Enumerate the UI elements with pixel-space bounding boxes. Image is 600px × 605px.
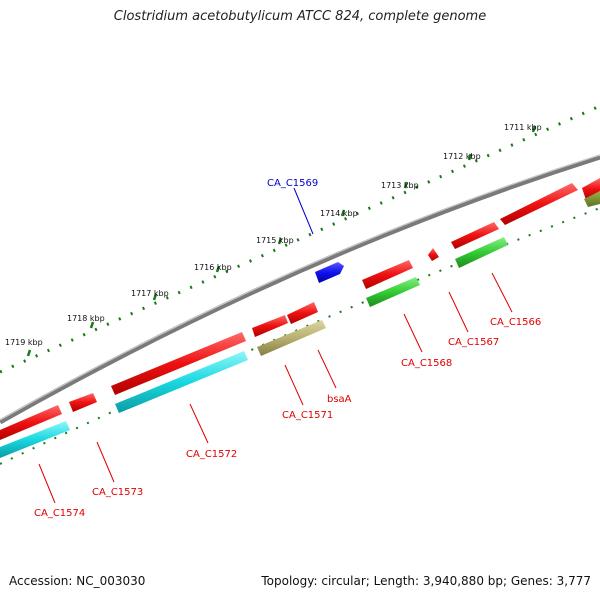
cds-feature-olive-dark[interactable] xyxy=(584,191,600,207)
gene-label-CA_C1572[interactable]: CA_C1572 xyxy=(186,449,237,460)
gene-label-CA_C1568[interactable]: CA_C1568 xyxy=(401,358,452,369)
cds-feature-CA_C1571[interactable] xyxy=(252,315,288,337)
gene-label-CA_C1574[interactable]: CA_C1574 xyxy=(34,508,85,519)
tick-label-1711: 1711 kbp xyxy=(504,123,542,132)
cds-feature-olive-bsaA[interactable] xyxy=(257,320,326,356)
gene-label-CA_C1567[interactable]: CA_C1567 xyxy=(448,337,499,348)
cds-feature-CA_C1567b[interactable] xyxy=(428,248,439,261)
genome-backbone-highlight xyxy=(0,154,600,421)
cds-feature-cyan-1572[interactable] xyxy=(115,351,248,413)
kbp-ruler xyxy=(0,104,600,374)
cds-track-red xyxy=(0,178,600,440)
label-leader-lines xyxy=(38,187,513,504)
cds-feature-CA_C1574[interactable] xyxy=(0,405,62,440)
cds-feature[interactable] xyxy=(582,178,600,200)
cds-feature-CA_C1568[interactable] xyxy=(362,260,413,289)
ruler-major-ticks xyxy=(26,125,537,357)
tick-label-1712: 1712 kbp xyxy=(443,152,481,161)
cds-feature-cyan-1574[interactable] xyxy=(0,421,70,458)
cds-feature-CA_C1569[interactable] xyxy=(315,262,344,283)
cds-feature-CA_C1566[interactable] xyxy=(500,183,578,225)
cds-feature-CA_C1573[interactable] xyxy=(69,393,97,412)
cds-track-colored xyxy=(0,191,600,458)
gene-label-bsaA[interactable]: bsaA xyxy=(327,394,352,405)
gene-label-CA_C1573[interactable]: CA_C1573 xyxy=(92,487,143,498)
genome-backbone xyxy=(0,154,600,425)
tick-label-1713: 1713 kbp xyxy=(381,181,419,190)
tick-label-1718: 1718 kbp xyxy=(67,314,105,323)
map-title: Clostridium acetobutylicum ATCC 824, com… xyxy=(113,9,487,24)
tick-label-1716: 1716 kbp xyxy=(194,263,232,272)
gene-label-CA_C1569[interactable]: CA_C1569 xyxy=(267,178,318,189)
genome-summary-label: Topology: circular; Length: 3,940,880 bp… xyxy=(261,574,591,588)
accession-label: Accession: NC_003030 xyxy=(9,574,146,588)
cds-feature-green-1566[interactable] xyxy=(455,237,508,268)
tick-label-1719: 1719 kbp xyxy=(5,338,43,347)
gene-label-CA_C1571[interactable]: CA_C1571 xyxy=(282,410,333,421)
tick-label-1714: 1714 kbp xyxy=(320,209,358,218)
tick-label-1717: 1717 kbp xyxy=(131,289,169,298)
cds-feature-CA_C1567[interactable] xyxy=(451,222,499,249)
cds-feature-green-1568[interactable] xyxy=(366,277,420,307)
cds-feature-bsaA[interactable] xyxy=(287,302,318,324)
gene-label-CA_C1566[interactable]: CA_C1566 xyxy=(490,317,541,328)
tick-label-1715: 1715 kbp xyxy=(256,236,294,245)
cds-feature-CA_C1572[interactable] xyxy=(111,332,246,395)
